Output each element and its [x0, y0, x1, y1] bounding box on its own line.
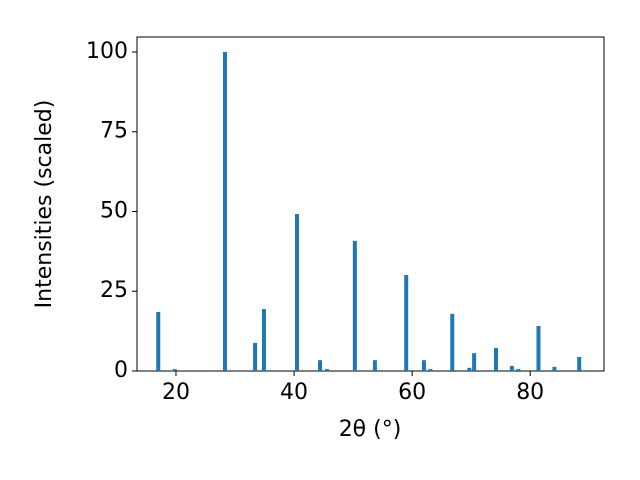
bar: [404, 274, 409, 371]
bar: [450, 313, 455, 371]
y-tick-label: 25: [100, 278, 128, 303]
bar: [156, 311, 161, 371]
bar: [536, 326, 541, 371]
plot-frame: [136, 36, 605, 372]
bar: [325, 369, 330, 371]
bar: [318, 360, 323, 371]
x-tick-label: 60: [398, 380, 426, 405]
bar: [172, 369, 177, 371]
y-tick-label: 50: [100, 198, 128, 223]
bar: [372, 360, 377, 371]
bar: [552, 366, 557, 371]
bar: [421, 360, 426, 371]
bar: [516, 369, 521, 371]
bar: [222, 51, 227, 371]
bar: [472, 353, 477, 371]
x-axis-label: 2θ (°): [339, 417, 402, 442]
y-tick-label: 0: [114, 358, 128, 383]
bar: [467, 367, 472, 371]
y-axis-label: Intensities (scaled): [32, 100, 57, 309]
y-tick-label: 75: [100, 119, 128, 144]
bar: [294, 214, 299, 371]
bar: [352, 240, 357, 371]
bar: [493, 348, 498, 371]
x-tick-label: 40: [280, 380, 308, 405]
x-tick-label: 20: [162, 380, 190, 405]
bar: [261, 309, 266, 371]
x-tick-label: 80: [516, 380, 544, 405]
bar: [577, 356, 582, 371]
bar: [253, 342, 258, 371]
bar: [428, 369, 433, 371]
y-tick-label: 100: [86, 39, 128, 64]
bar: [509, 365, 514, 371]
